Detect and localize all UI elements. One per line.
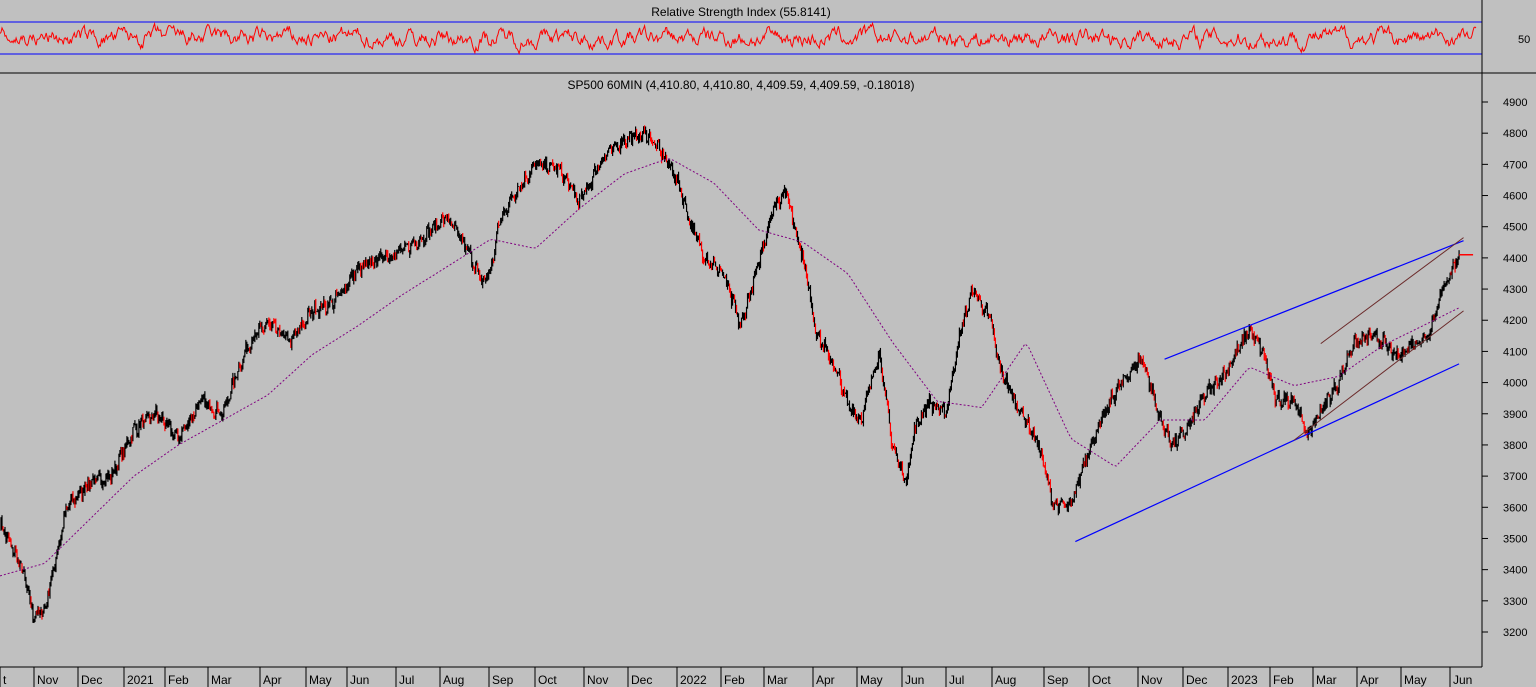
- rsi-panel-title: Relative Strength Index (55.8141): [651, 5, 830, 19]
- x-tick-label: 2023: [1231, 673, 1258, 687]
- x-tick-label: Aug: [443, 673, 464, 687]
- x-tick-label: Mar: [211, 673, 232, 687]
- y-tick-label: 4300: [1503, 284, 1527, 296]
- x-tick-label: Nov: [1141, 673, 1162, 687]
- x-tick-label: Jul: [949, 673, 964, 687]
- y-tick-label: 4500: [1503, 222, 1527, 234]
- x-tick-label: Feb: [168, 673, 189, 687]
- price-panel-title: SP500 60MIN (4,410.80, 4,410.80, 4,409.5…: [568, 78, 915, 92]
- y-tick-label: 4200: [1503, 315, 1527, 327]
- x-tick-label: Jun: [350, 673, 369, 687]
- x-tick-label: May: [860, 673, 883, 687]
- trendline: [1293, 310, 1464, 441]
- moving-average-line: [0, 158, 1460, 577]
- x-tick-label: 2022: [680, 673, 707, 687]
- y-tick-label: 3200: [1503, 627, 1527, 639]
- x-tick-label: Nov: [587, 673, 608, 687]
- y-tick-label: 3700: [1503, 471, 1527, 483]
- x-tick-label: Nov: [37, 673, 58, 687]
- y-tick-label: 3400: [1503, 565, 1527, 577]
- x-tick-label: Feb: [724, 673, 745, 687]
- rsi-line: [0, 21, 1477, 56]
- x-tick-label: Dec: [1186, 673, 1207, 687]
- trendline: [1164, 240, 1464, 360]
- x-tick-label: Apr: [816, 673, 835, 687]
- rsi-ytick-label: 50: [1518, 34, 1530, 46]
- x-tick-label: Sep: [492, 673, 514, 687]
- y-tick-label: 4700: [1503, 159, 1527, 171]
- y-tick-label: 4000: [1503, 378, 1527, 390]
- y-tick-label: 4400: [1503, 253, 1527, 265]
- x-tick-label: Sep: [1047, 673, 1069, 687]
- x-tick-label: Jun: [1453, 673, 1472, 687]
- x-tick-label: Oct: [1092, 673, 1111, 687]
- x-tick-label: Apr: [1360, 673, 1379, 687]
- x-tick-label: Feb: [1273, 673, 1294, 687]
- x-tick-label: Jun: [905, 673, 924, 687]
- x-tick-label: Mar: [767, 673, 788, 687]
- rsi-panel-background: [0, 0, 1482, 72]
- y-tick-label: 4900: [1503, 97, 1527, 109]
- price-marks: [0, 125, 1474, 624]
- x-tick-label: Dec: [81, 673, 102, 687]
- y-tick-label: 3300: [1503, 596, 1527, 608]
- x-tick-label: Dec: [631, 673, 652, 687]
- trendline: [1320, 237, 1464, 345]
- x-tick-label: Oct: [538, 673, 557, 687]
- y-tick-label: 4100: [1503, 346, 1527, 358]
- date-x-axis: t Nov Dec 2021 Feb Mar Apr May Jun Jul Aug Sep Oct No…: [0, 666, 1482, 687]
- y-tick-label: 4600: [1503, 191, 1527, 203]
- trendline: [1075, 363, 1460, 543]
- x-tick-label: Aug: [995, 673, 1016, 687]
- y-tick-label: 3500: [1503, 533, 1527, 545]
- y-tick-label: 3800: [1503, 440, 1527, 452]
- x-tick-label: 2021: [127, 673, 154, 687]
- y-tick-label: 4800: [1503, 128, 1527, 140]
- y-tick-label: 3900: [1503, 409, 1527, 421]
- rsi-panel: Relative Strength Index (55.8141) 50: [0, 0, 1530, 72]
- x-tick-label: May: [1404, 673, 1427, 687]
- x-tick-label: t: [3, 673, 7, 687]
- x-tick-label: Jul: [399, 673, 414, 687]
- x-tick-label: Mar: [1316, 673, 1337, 687]
- x-tick-label: May: [309, 673, 332, 687]
- price-y-axis: 3200 3300 3400 3500 3600 3700 3800 3900 4000 4100…: [1481, 0, 1527, 667]
- x-tick-label: Apr: [263, 673, 282, 687]
- y-tick-label: 3600: [1503, 502, 1527, 514]
